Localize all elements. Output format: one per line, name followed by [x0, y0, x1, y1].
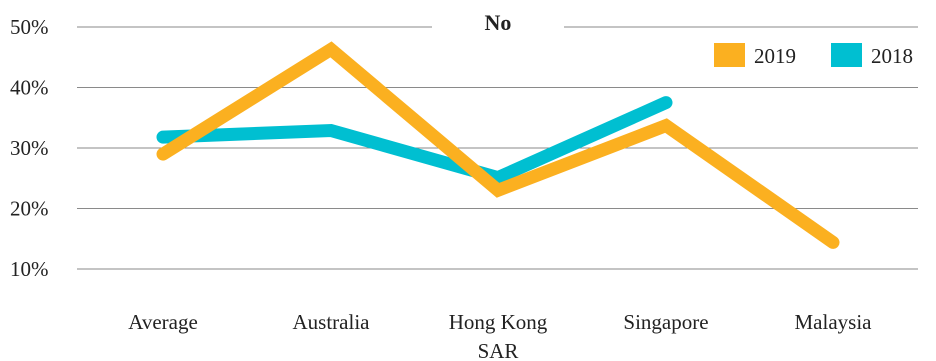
- chart-title: No: [485, 10, 512, 35]
- series-lines: [156, 41, 840, 249]
- series-line-2019: [156, 41, 840, 249]
- y-tick-label: 30%: [10, 136, 49, 160]
- series-line-2018: [156, 96, 673, 185]
- x-axis-categories: Average Australia Hong Kong SAR Singapore Mal…: [128, 310, 872, 361]
- legend: 2019 2018: [714, 43, 913, 68]
- chart-title-group: No: [432, 0, 564, 42]
- legend-swatch-2018: [831, 43, 862, 67]
- legend-label-2019: 2019: [754, 44, 796, 68]
- y-tick-label: 20%: [10, 197, 49, 221]
- x-category-label: Singapore: [623, 310, 708, 334]
- y-tick-label: 10%: [10, 257, 49, 281]
- y-tick-label: 50%: [10, 15, 49, 39]
- x-category-label: Malaysia: [795, 310, 873, 334]
- y-tick-label: 40%: [10, 76, 49, 100]
- legend-label-2018: 2018: [871, 44, 913, 68]
- legend-swatch-2019: [714, 43, 745, 67]
- x-category-label: Average: [128, 310, 198, 334]
- chart-title-background: [432, 0, 564, 42]
- y-axis-ticks: 10% 20% 30% 40% 50%: [10, 15, 49, 281]
- x-category-label: Australia: [293, 310, 371, 334]
- x-category-label: Hong Kong SAR: [449, 310, 548, 361]
